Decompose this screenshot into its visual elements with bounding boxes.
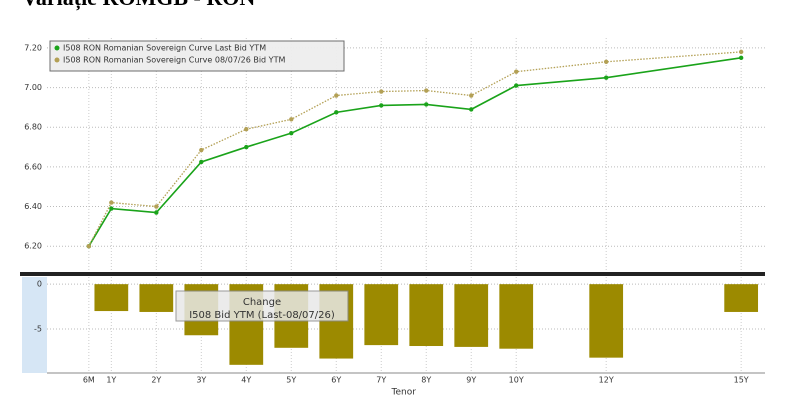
bar xyxy=(454,284,489,347)
point xyxy=(109,200,114,205)
y-tick-label: 6.80 xyxy=(24,123,42,132)
point xyxy=(603,75,609,80)
point xyxy=(514,69,519,74)
x-tick-label: 12Y xyxy=(599,376,614,385)
point xyxy=(379,103,384,108)
bar xyxy=(499,284,534,349)
point xyxy=(738,49,744,55)
point xyxy=(86,244,92,249)
legend-title: Change xyxy=(243,297,281,308)
legend-label: I508 RON Romanian Sovereign Curve 08/07/… xyxy=(63,56,285,65)
x-axis-title: Tenor xyxy=(391,388,417,398)
point xyxy=(603,59,609,64)
x-tick-label: 15Y xyxy=(734,376,749,385)
legend-marker xyxy=(54,57,60,63)
y-tick-label: 6.40 xyxy=(24,202,42,211)
point xyxy=(469,107,474,112)
legend-box xyxy=(49,40,345,72)
y-tick-label: -5 xyxy=(34,324,42,333)
y-tick-label: 6.20 xyxy=(24,242,42,251)
point xyxy=(289,117,294,122)
x-tick-label: 6M xyxy=(83,376,95,385)
x-tick-label: 5Y xyxy=(286,376,296,385)
bar xyxy=(364,284,399,346)
axis-strip xyxy=(22,277,47,373)
point xyxy=(244,127,249,132)
point xyxy=(289,130,294,136)
chart-title: Variație ROMGB - RON xyxy=(22,0,255,11)
x-tick-label: 3Y xyxy=(196,376,206,385)
legend-label: I508 RON Romanian Sovereign Curve Last B… xyxy=(63,44,266,53)
x-tick-label: 1Y xyxy=(106,376,116,385)
bar xyxy=(139,284,174,312)
y-tick-label: 0 xyxy=(37,280,42,289)
x-tick-label: 4Y xyxy=(241,376,251,385)
point xyxy=(244,144,249,150)
point xyxy=(514,83,519,88)
y-tick-label: 7.20 xyxy=(24,43,42,52)
point xyxy=(334,110,339,115)
point xyxy=(154,204,159,209)
legend-marker xyxy=(54,45,60,51)
point xyxy=(424,88,429,93)
bar xyxy=(409,284,444,347)
x-tick-label: 9Y xyxy=(466,376,476,385)
point xyxy=(738,55,744,61)
x-tick-label: 8Y xyxy=(421,376,431,385)
y-tick-label: 6.60 xyxy=(24,162,42,171)
x-tick-label: 2Y xyxy=(151,376,161,385)
legend: I508 RON Romanian Sovereign Curve Last B… xyxy=(49,40,345,72)
bar xyxy=(589,284,624,358)
bar xyxy=(94,284,129,312)
point xyxy=(334,93,339,98)
point xyxy=(379,89,384,94)
point xyxy=(469,93,474,98)
point xyxy=(424,102,429,107)
point xyxy=(154,210,159,215)
x-tick-label: 7Y xyxy=(376,376,386,385)
legend: Change I508 Bid YTM (Last-08/07/26) xyxy=(175,290,349,322)
point xyxy=(109,206,114,211)
point xyxy=(199,147,204,153)
y-tick-label: 7.00 xyxy=(24,83,42,92)
legend-box xyxy=(175,290,349,322)
x-tick-label: 10Y xyxy=(509,376,524,385)
bar xyxy=(724,284,759,312)
x-tick-label: 6Y xyxy=(331,376,341,385)
legend-label: I508 Bid YTM (Last-08/07/26) xyxy=(189,310,335,321)
point xyxy=(199,159,204,165)
